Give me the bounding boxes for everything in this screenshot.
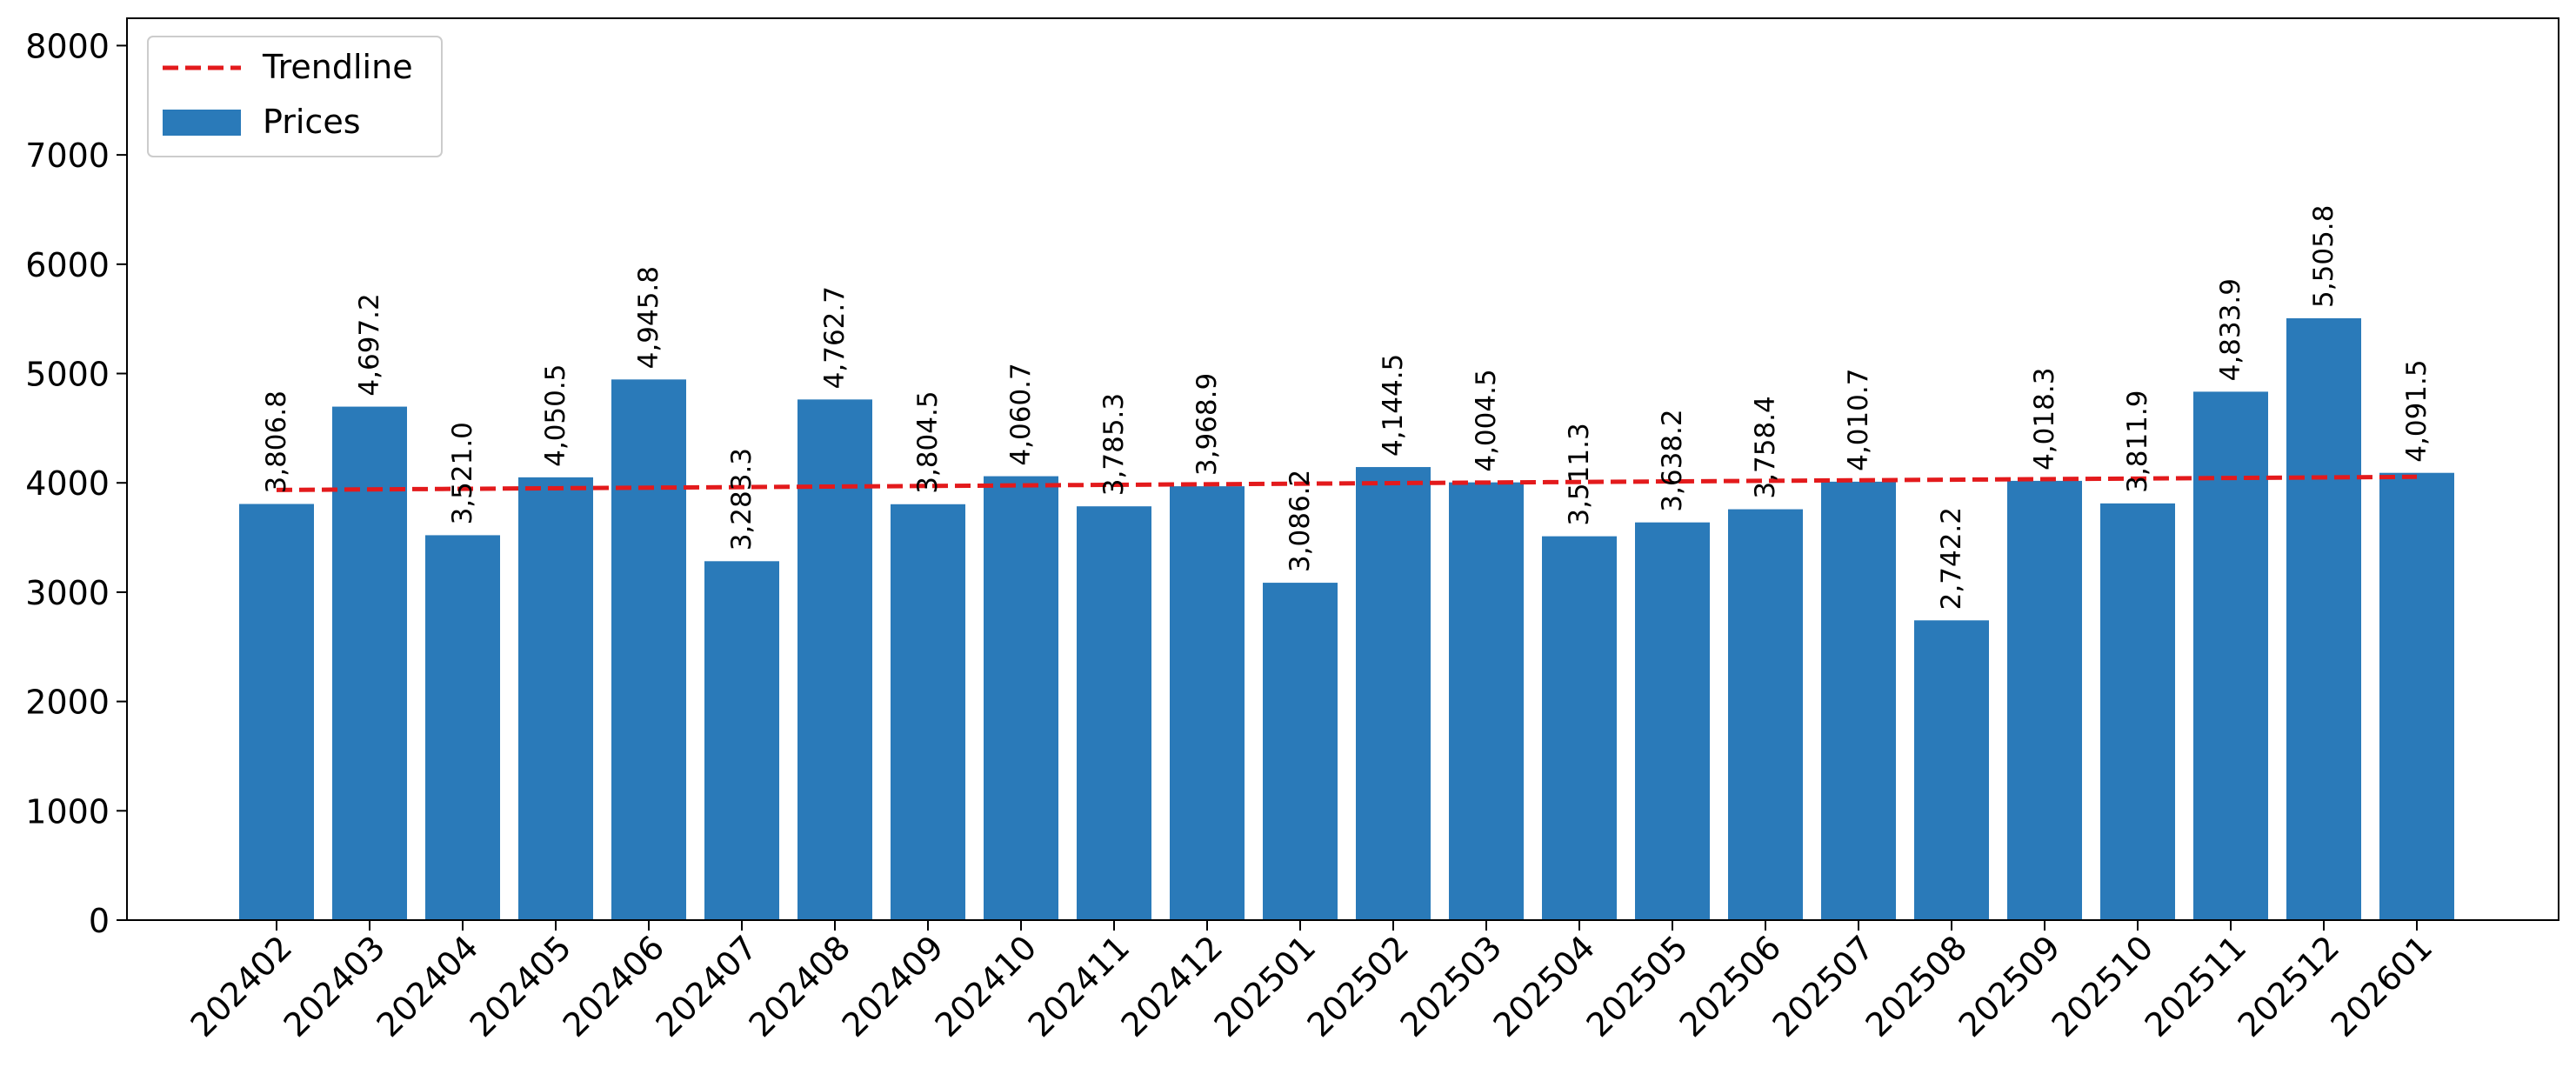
data-label-202501: 3,086.2 (1285, 470, 1316, 572)
x-tick-label-202407: 202407 (649, 928, 765, 1044)
x-axis: 2024022024032024042024052024062024072024… (184, 920, 2440, 1044)
legend-trendline-label: Trendline (262, 48, 413, 86)
x-tick-label-202509: 202509 (1952, 928, 2068, 1044)
bar-202505 (1635, 522, 1710, 920)
bar-202601 (2379, 472, 2454, 920)
x-tick-label-202501: 202501 (1207, 928, 1324, 1044)
data-label-202409: 3,804.5 (912, 390, 944, 493)
data-labels-layer: 3,806.8 4,697.2 3,521.0 4,050.5 4,945.8 3,283… (261, 205, 2433, 611)
x-tick-label-202411: 202411 (1021, 928, 1138, 1044)
bar-202404 (425, 535, 500, 920)
x-tick-label-202410: 202410 (928, 928, 1044, 1044)
x-tick-label-202402: 202402 (184, 928, 300, 1044)
data-label-202405: 4,050.5 (540, 364, 571, 467)
x-tick-label-202502: 202502 (1300, 928, 1417, 1044)
y-tick-label-3000: 3000 (25, 574, 110, 612)
y-tick-label-7000: 7000 (25, 137, 110, 175)
bar-202412 (1170, 486, 1245, 920)
y-tick-label-0: 0 (89, 902, 110, 940)
bar-202410 (984, 476, 1058, 920)
y-axis: 0 1000 2000 3000 4000 5000 6000 7000 8000 (25, 27, 127, 940)
data-label-202512: 5,505.8 (2308, 205, 2339, 308)
trendline-layer (276, 474, 2418, 492)
x-tick-label-202510: 202510 (2045, 928, 2161, 1044)
x-tick-label-202506: 202506 (1672, 928, 1789, 1044)
data-label-202403: 4,697.2 (354, 293, 385, 396)
x-tick-label-202403: 202403 (277, 928, 393, 1044)
data-label-202402: 3,806.8 (261, 390, 292, 493)
data-label-202506: 3,758.4 (1750, 396, 1781, 498)
x-tick-label-202504: 202504 (1486, 928, 1603, 1044)
y-tick-label-4000: 4000 (25, 464, 110, 503)
x-tick-label-202507: 202507 (1765, 928, 1882, 1044)
legend-prices-swatch (163, 110, 241, 136)
bar-202409 (891, 504, 965, 920)
bar-202506 (1728, 509, 1803, 920)
bar-202510 (2100, 503, 2175, 920)
bar-202402 (239, 504, 314, 920)
data-label-202507: 4,010.7 (1843, 369, 1874, 471)
data-label-202601: 4,091.5 (2401, 359, 2433, 462)
y-tick-label-6000: 6000 (25, 246, 110, 284)
x-tick-label-202508: 202508 (1859, 928, 1975, 1044)
legend-prices-label: Prices (263, 103, 361, 141)
y-tick-label-8000: 8000 (25, 27, 110, 65)
data-label-202406: 4,945.8 (633, 266, 664, 369)
data-label-202411: 3,785.3 (1098, 393, 1130, 496)
bar-202502 (1356, 467, 1431, 920)
data-label-202502: 4,144.5 (1378, 354, 1409, 457)
x-tick-label-202404: 202404 (370, 928, 486, 1044)
y-tick-label-1000: 1000 (25, 792, 110, 831)
bar-202407 (704, 561, 779, 920)
bar-202512 (2286, 317, 2361, 920)
plot-frame (126, 17, 2559, 921)
bar-202509 (2007, 480, 2082, 920)
x-tick-label-202512: 202512 (2231, 928, 2347, 1044)
bar-202504 (1542, 536, 1617, 920)
data-label-202408: 4,762.7 (819, 286, 851, 389)
bars-layer (239, 317, 2454, 921)
data-label-202509: 4,018.3 (2029, 368, 2060, 470)
bar-202503 (1449, 482, 1524, 920)
x-tick-label-202412: 202412 (1114, 928, 1231, 1044)
y-tick-label-5000: 5000 (25, 356, 110, 394)
x-tick-label-202601: 202601 (2324, 928, 2440, 1044)
legend: Trendline Prices (147, 36, 443, 157)
data-label-202510: 3,811.9 (2122, 390, 2153, 493)
x-tick-label-202405: 202405 (463, 928, 579, 1044)
x-tick-label-202503: 202503 (1393, 928, 1510, 1044)
data-label-202505: 3,638.2 (1657, 409, 1688, 511)
data-label-202503: 4,004.5 (1471, 369, 1502, 471)
data-label-202504: 3,511.3 (1564, 423, 1595, 525)
trendline (276, 474, 2418, 492)
data-label-202412: 3,968.9 (1191, 373, 1223, 476)
bar-202405 (518, 477, 593, 920)
x-tick-label-202511: 202511 (2138, 928, 2254, 1044)
bar-202501 (1263, 583, 1338, 920)
x-tick-label-202409: 202409 (835, 928, 951, 1044)
bar-202508 (1914, 620, 1989, 920)
x-tick-label-202505: 202505 (1579, 928, 1696, 1044)
bar-202408 (797, 399, 872, 921)
x-tick-label-202406: 202406 (556, 928, 672, 1044)
data-label-202404: 3,521.0 (447, 422, 478, 524)
bar-202507 (1821, 481, 1896, 920)
x-tick-label-202408: 202408 (742, 928, 858, 1044)
bar-202511 (2193, 391, 2268, 920)
data-label-202508: 2,742.2 (1936, 507, 1967, 610)
data-label-202407: 3,283.3 (726, 448, 757, 551)
bar-202406 (611, 379, 686, 920)
data-label-202410: 4,060.7 (1005, 363, 1037, 465)
data-label-202511: 4,833.9 (2215, 278, 2246, 381)
y-tick-label-2000: 2000 (25, 684, 110, 722)
bar-202403 (332, 406, 407, 921)
bar-202411 (1077, 506, 1151, 920)
